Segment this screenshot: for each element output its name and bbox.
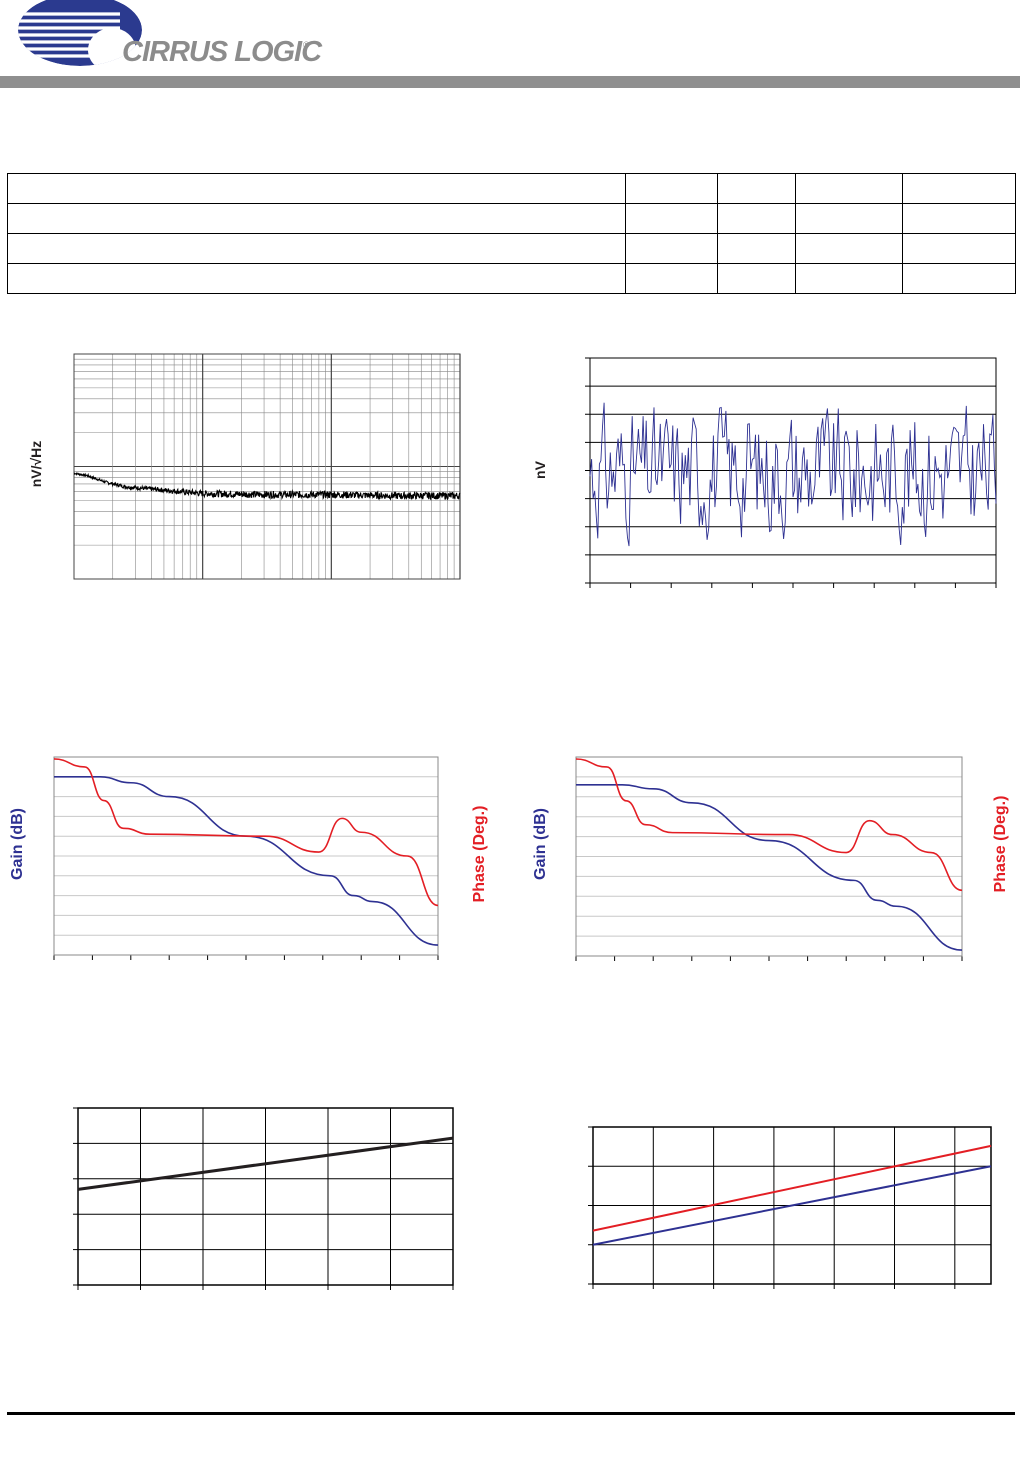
table-cell [902, 173, 1016, 204]
table-cell [795, 173, 904, 204]
blue-series [592, 1165, 992, 1246]
footer-rule [7, 1412, 1015, 1415]
spec-table [6, 173, 1016, 294]
table-cell [795, 233, 904, 264]
plot-frame [592, 1126, 992, 1285]
gain-phase-2-left-label: Gain (dB) [532, 808, 549, 880]
table-cell [625, 263, 719, 294]
gain-series [576, 784, 963, 951]
table-cell [717, 173, 797, 204]
table-row [6, 173, 1016, 204]
header-bar [0, 76, 1020, 88]
noise-density-chart [73, 353, 461, 580]
table-cell [625, 203, 719, 234]
plot-frame [53, 756, 439, 956]
phase-series [575, 758, 963, 892]
swoosh-icon [18, 0, 142, 66]
table-cell [795, 203, 904, 234]
table-row [6, 263, 1016, 294]
linear-chart-2 [588, 1126, 992, 1289]
linear-series [77, 1136, 454, 1191]
plot-frame [589, 357, 997, 584]
registered-mark: ® [303, 40, 310, 50]
table-cell [625, 233, 719, 264]
table-cell [902, 203, 1016, 234]
plot-frame [575, 756, 963, 957]
cirrus-logic-logo [18, 0, 142, 66]
red-series [592, 1144, 992, 1232]
gain-series [54, 776, 439, 946]
table-cell [902, 263, 1016, 294]
noise-time-series [589, 402, 997, 547]
gain-phase-1-left-label: Gain (dB) [9, 808, 26, 880]
plot-frame [77, 1107, 454, 1286]
gain-phase-1-right-label: Phase (Deg.) [471, 805, 488, 903]
table-cell [6, 173, 627, 204]
phase-series [53, 758, 439, 907]
table-cell [902, 233, 1016, 264]
company-name: CIRRUS LOGIC [122, 36, 322, 68]
table-cell [625, 173, 719, 204]
table-row [6, 233, 1016, 264]
noise-density-ylabel: nV/√Hz [28, 440, 44, 488]
gain-phase-chart-1 [53, 756, 439, 960]
table-cell [6, 233, 627, 264]
table-cell [6, 203, 627, 234]
linear-chart-1 [73, 1107, 454, 1290]
noise-time-ylabel: nV [532, 461, 548, 479]
table-cell [795, 263, 904, 294]
table-cell [717, 263, 797, 294]
gain-phase-2-right-label: Phase (Deg.) [992, 795, 1009, 893]
noise-density-series [73, 471, 461, 501]
table-cell [717, 233, 797, 264]
table-row [6, 203, 1016, 234]
plot-frame [73, 353, 461, 580]
gain-phase-chart-2 [575, 756, 963, 961]
table-cell [717, 203, 797, 234]
table-cell [6, 263, 627, 294]
noise-time-chart [585, 357, 997, 588]
